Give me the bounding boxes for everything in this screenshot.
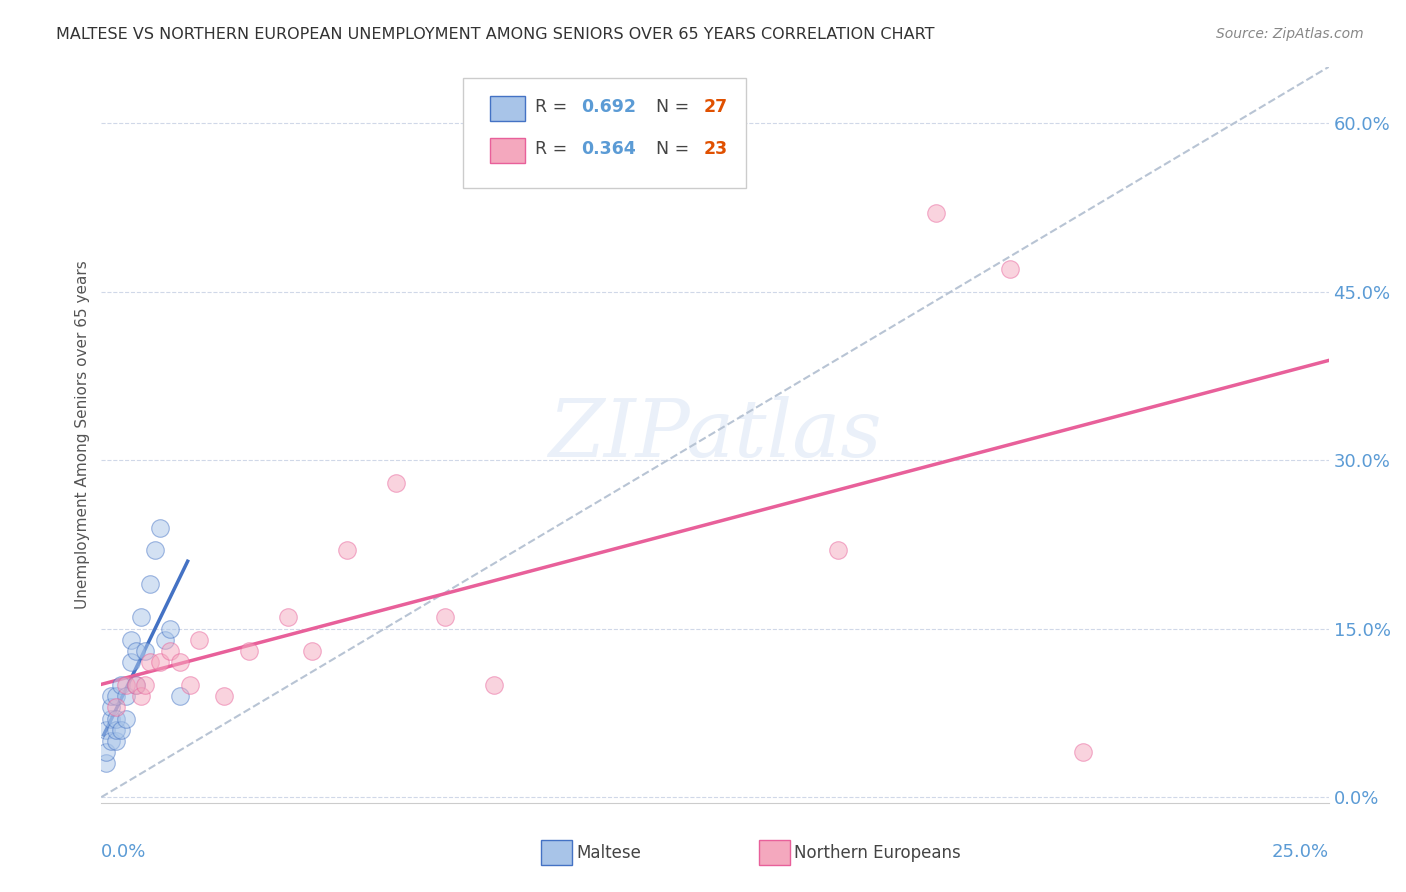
Point [120,632,142,647]
Point [120,656,142,670]
Point [336,543,359,558]
Text: R =: R = [534,139,572,158]
Point [94,745,117,759]
Text: 25.0%: 25.0% [1271,843,1329,861]
Point [129,610,152,624]
Point [139,656,162,670]
Point [100,689,122,703]
Text: N =: N = [645,139,695,158]
Point [110,678,132,692]
Point [100,734,122,748]
Point [159,622,181,636]
Point [277,610,299,624]
Point [827,543,849,558]
Text: Source: ZipAtlas.com: Source: ZipAtlas.com [1216,27,1364,41]
Point [433,610,456,624]
Point [94,723,117,737]
Point [104,712,127,726]
Point [129,689,152,703]
Point [124,678,146,692]
Point [385,475,408,490]
Point [238,644,260,658]
Point [143,543,166,558]
Point [169,689,191,703]
Text: Northern Europeans: Northern Europeans [794,844,962,862]
Point [179,678,201,692]
Point [1071,745,1094,759]
Point [110,723,132,737]
Point [153,632,176,647]
Text: ZIPatlas: ZIPatlas [548,396,882,474]
Point [124,644,146,658]
Text: Maltese: Maltese [576,844,641,862]
FancyBboxPatch shape [491,137,524,162]
Point [104,689,127,703]
Point [124,678,146,692]
Point [104,700,127,714]
Point [998,262,1021,277]
Point [139,576,162,591]
Point [159,644,181,658]
Point [482,678,505,692]
Point [188,632,211,647]
Point [149,656,172,670]
Point [134,678,156,692]
Point [169,656,191,670]
Text: 23: 23 [704,139,728,158]
Text: 27: 27 [704,98,728,116]
Point [301,644,323,658]
Text: 0.692: 0.692 [581,98,636,116]
Point [100,700,122,714]
Text: 0.0%: 0.0% [101,843,146,861]
Text: MALTESE VS NORTHERN EUROPEAN UNEMPLOYMENT AMONG SENIORS OVER 65 YEARS CORRELATIO: MALTESE VS NORTHERN EUROPEAN UNEMPLOYMEN… [56,27,935,42]
FancyBboxPatch shape [491,95,524,120]
Point [925,206,948,220]
Point [114,712,136,726]
Text: 0.364: 0.364 [581,139,636,158]
Text: N =: N = [645,98,695,116]
Point [149,520,172,534]
Text: R =: R = [534,98,572,116]
Point [100,712,122,726]
FancyBboxPatch shape [464,78,745,188]
Point [134,644,156,658]
Point [104,734,127,748]
Point [114,689,136,703]
Point [94,756,117,771]
Point [212,689,235,703]
Y-axis label: Unemployment Among Seniors over 65 years: Unemployment Among Seniors over 65 years [75,260,90,609]
Point [114,678,136,692]
Point [104,723,127,737]
